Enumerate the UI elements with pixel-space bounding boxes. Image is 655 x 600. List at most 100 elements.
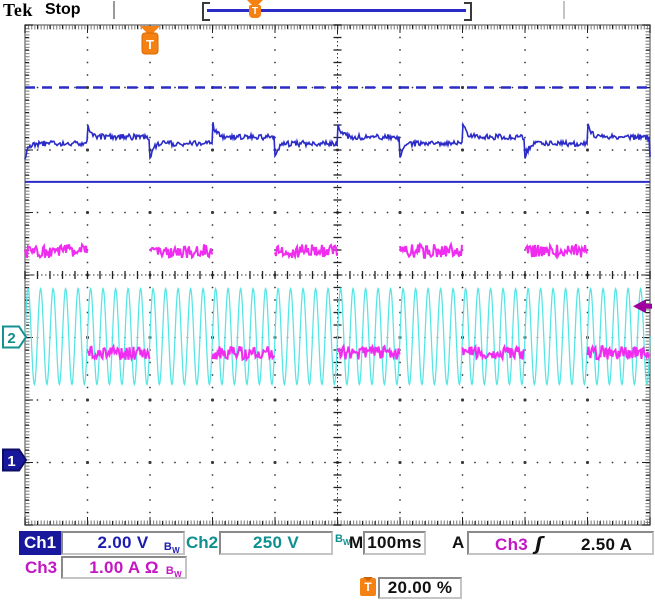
gridline-dot [36,461,39,464]
gridline-dot [149,361,151,364]
gridline-dot [324,149,326,151]
gridline-dot [324,86,326,89]
ch2-channel-label: Ch2 [186,533,219,552]
gridline-dot [211,111,214,114]
gridline-dot [86,386,89,389]
trigger-level-arrow-icon [633,299,646,314]
gridline-dot [399,236,401,239]
gridline-dot [86,486,89,489]
gridline-dot [574,149,576,151]
gridline-dot [536,211,539,214]
gridline-dot [599,86,601,89]
gridline-dot [186,149,189,151]
gridline-dot [149,111,151,114]
gridline-dot [399,224,401,226]
gridline-dot [274,261,276,264]
gridline-dot [461,386,464,389]
gridline-dot [524,136,526,139]
gridline-dot [461,474,464,476]
gridline-dot [524,511,526,514]
gridline-dot [161,399,164,401]
ch1-zero-marker [2,448,28,472]
gridline-dot [86,411,89,414]
gridline-dot [411,211,414,214]
gridline-dot [211,148,214,152]
gridline-dot [361,461,364,464]
gridline-dot [86,74,89,76]
gridline-dot [149,236,151,239]
gridline-dot [224,399,226,401]
gridline-dot [249,149,251,151]
gridline-dot [211,398,214,402]
gridline-dot [461,511,464,514]
gridline-dot [273,461,277,464]
gridline-dot [86,424,89,426]
gridline-dot [249,461,251,464]
gridline-dot [399,511,401,514]
gridline-dot [311,461,314,464]
gridline-dot [399,174,401,176]
gridline-dot [174,86,176,89]
gridline-dot [586,249,589,251]
gridline-dot [86,449,89,451]
gridline-dot [311,149,314,151]
gridline-dot [361,86,364,89]
gridline-dot [523,461,527,464]
gridline-dot [149,186,151,189]
gridline-dot [511,399,514,401]
gridline-dot [411,86,414,89]
gridline-dot [49,149,51,151]
timebase-value: 100ms [367,533,422,552]
gridline-dot [111,211,114,214]
gridline-dot [274,61,276,64]
gridline-dot [149,436,151,439]
gridline-dot [86,111,89,114]
ch3-trace-band [87,343,151,362]
gridline-dot [324,399,326,401]
gridline-dot [161,461,164,464]
gridline-dot [149,374,151,376]
gridline-dot [224,86,226,89]
gridline-dot [461,398,464,402]
gridline-dot [74,399,76,401]
gridline-dot [199,211,201,214]
gridline-dot [374,461,376,464]
gridline-dot [586,161,589,164]
gridline-dot [474,211,476,214]
gridline-dot [149,411,151,414]
gridline-dot [461,299,464,301]
ch1-zero-marker-label: 1 [7,453,15,470]
gridline-dot [436,399,439,401]
gridline-dot [561,86,564,89]
gridline-dot [149,124,151,126]
gridline-dot [586,449,589,451]
topbar-divider-right [563,1,565,19]
gridline-dot [461,174,464,176]
gridline-dot [86,286,89,289]
gridline-dot [586,436,589,439]
gridline-dot [436,211,439,214]
gridline-dot [461,186,464,189]
gridline-dot [611,461,614,464]
gridline-dot [411,149,414,151]
gridline-dot [461,49,464,51]
gridline-dot [286,399,289,401]
gridline-dot [549,211,551,214]
trigger-slope-icon: ʃ [535,533,544,555]
gridline-dot [111,149,114,151]
gridline-dot [624,461,626,464]
gridline-dot [374,399,376,401]
gridline-dot [111,399,114,401]
gridline-dot [211,461,214,464]
acquisition-status: Stop [45,1,81,18]
gridline-dot [274,249,276,251]
gridline-dot [86,374,89,376]
gridline-dot [586,424,589,426]
gridline-dot [211,224,214,226]
gridline-dot [399,499,401,501]
gridline-dot [586,411,589,414]
gridline-dot [148,461,152,464]
gridline-dot [398,398,402,402]
gridline-dot [86,236,89,239]
gridline-dot [274,474,276,476]
